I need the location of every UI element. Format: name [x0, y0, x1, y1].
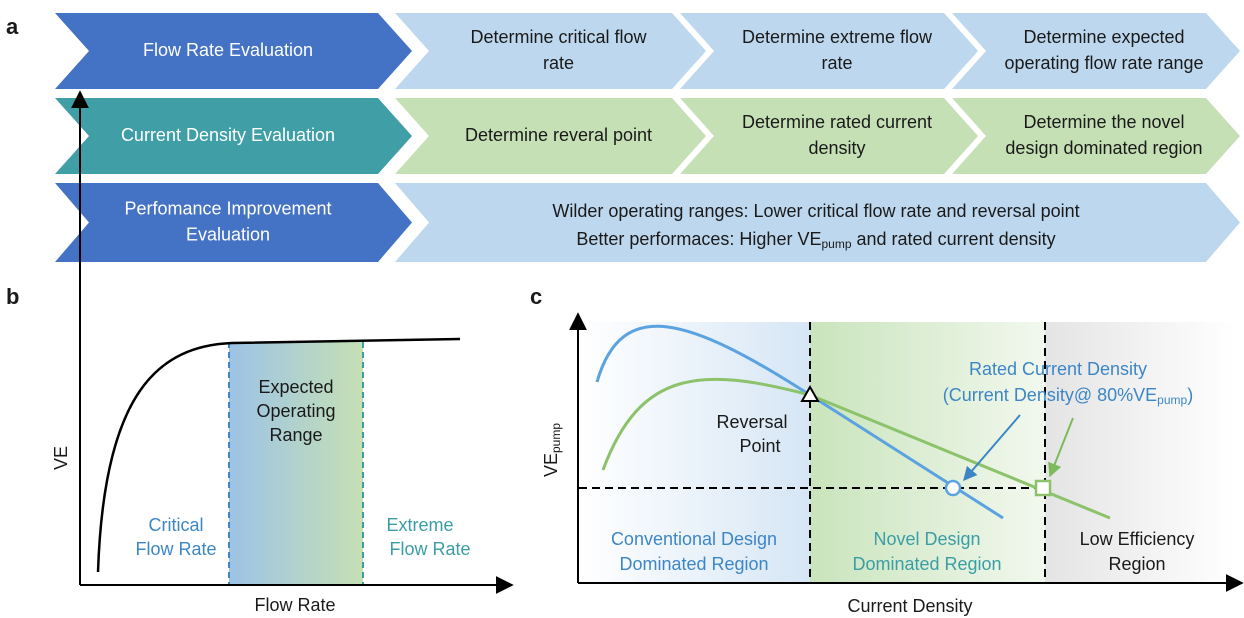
y-axis-title: VE — [51, 446, 71, 470]
region-label: Novel Design — [873, 529, 980, 549]
summary-text: Better performaces: Higher VEpump and ra… — [576, 229, 1055, 251]
text-part: (Current Density@ 80%VE — [943, 385, 1157, 405]
step-text: Perfomance Improvement — [124, 198, 331, 218]
step-text: Determine the novel — [1023, 112, 1184, 132]
step-text: density — [808, 138, 865, 158]
text-part: and rated current density — [852, 229, 1056, 249]
region-bg — [579, 322, 810, 583]
region-label: Conventional Design — [611, 529, 777, 549]
range-label: Operating — [256, 401, 335, 421]
step-text: rate — [543, 53, 574, 73]
subscript: pump — [1157, 393, 1187, 407]
step-text: Flow Rate Evaluation — [143, 40, 313, 60]
panel-label: b — [6, 284, 19, 309]
subscript: pump — [821, 237, 851, 251]
step-text: Determine rated current — [742, 112, 932, 132]
region-label: Region — [1108, 554, 1165, 574]
extreme-label: Extreme — [386, 515, 453, 535]
critical-label: Critical — [148, 515, 203, 535]
range-label: Range — [269, 425, 322, 445]
summary-text: Wilder operating ranges: Lower critical … — [552, 201, 1079, 221]
step-chevron — [680, 98, 978, 174]
step-text: operating flow rate range — [1004, 53, 1203, 73]
step-chevron — [395, 98, 706, 174]
rated-point — [1034, 479, 1052, 497]
panel-label: a — [6, 14, 19, 39]
step-text: Determine extreme flow — [742, 27, 933, 47]
text-part: VE — [541, 453, 561, 477]
step-text: Determine critical flow — [470, 27, 647, 47]
region-label: Low Efficiency — [1080, 529, 1195, 549]
region-label: Dominated Region — [852, 554, 1001, 574]
pointer — [1048, 417, 1074, 478]
stage-chevron — [55, 13, 412, 89]
rated-label: (Current Density@ 80%VEpump) — [943, 385, 1193, 407]
range-label: Expected — [258, 377, 333, 397]
stage-chevron — [55, 98, 412, 174]
operating-range — [229, 342, 363, 585]
reversal-label: Point — [739, 436, 780, 456]
step-text: Determine reveral point — [465, 125, 652, 145]
step-chevron — [952, 13, 1240, 89]
pointer — [963, 414, 1021, 482]
step-text: design dominated region — [1005, 138, 1202, 158]
text-part: ) — [1187, 385, 1193, 405]
reversal-point — [800, 384, 820, 402]
subscript: pump — [549, 423, 563, 453]
process-rows: Determine critical flow rate Determine ext… — [55, 13, 1240, 262]
reversal-label: Reversal — [716, 412, 787, 432]
step-text: Determine expected — [1023, 27, 1184, 47]
rated-point — [944, 479, 962, 497]
conventional-curve — [595, 324, 1004, 520]
stage-chevron — [55, 183, 412, 262]
step-chevron — [395, 13, 706, 89]
step-text: rate — [821, 53, 852, 73]
x-axis-title: Current Density — [847, 596, 972, 616]
extreme-label: Flow Rate — [389, 539, 470, 559]
step-chevron — [952, 98, 1240, 174]
text-part: Better performaces: Higher VE — [576, 229, 821, 249]
region-bg — [810, 322, 1045, 583]
rated-label: Rated Current Density — [969, 359, 1147, 379]
novel-curve — [601, 377, 1111, 520]
region-label: Dominated Region — [619, 554, 768, 574]
step-chevron — [680, 13, 978, 89]
region-bg — [1045, 322, 1235, 583]
x-axis-title: Flow Rate — [254, 595, 335, 615]
step-text: Current Density Evaluation — [121, 125, 335, 145]
critical-label: Flow Rate — [135, 539, 216, 559]
ve-curve — [96, 337, 461, 573]
step-text: Evaluation — [186, 224, 270, 244]
y-axis-title: VEpump — [541, 423, 563, 477]
summary-chevron — [395, 183, 1240, 262]
panel-label: c — [530, 284, 542, 309]
